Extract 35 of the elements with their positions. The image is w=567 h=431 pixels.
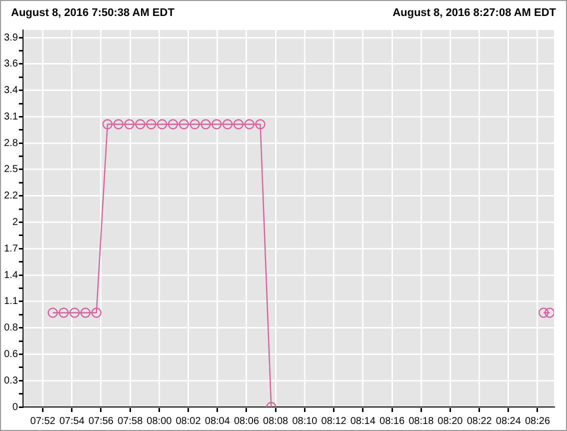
x-tick-label: 08:02 <box>176 416 202 427</box>
y-tick-label: 2.8 <box>4 138 18 149</box>
y-tick-label: 3.4 <box>4 85 18 96</box>
y-tick-label: 1.4 <box>4 270 18 281</box>
x-tick-label: 08:14 <box>350 416 376 427</box>
x-tick-label: 07:54 <box>59 416 85 427</box>
y-tick-label: 3.1 <box>4 111 18 122</box>
x-tick-label: 08:06 <box>234 416 260 427</box>
x-tick-label: 08:20 <box>438 416 464 427</box>
y-tick-label: 2.5 <box>4 164 18 176</box>
x-tick-label: 07:52 <box>30 416 56 427</box>
x-tick-label: 08:22 <box>466 416 492 427</box>
y-tick-label: 1.1 <box>4 296 18 308</box>
y-tick-label: 3.9 <box>4 32 18 44</box>
x-tick-label: 08:12 <box>321 416 347 427</box>
x-tick-label: 08:04 <box>204 416 230 427</box>
y-tick-label: 0.6 <box>4 348 18 360</box>
x-tick-label: 08:16 <box>380 416 405 427</box>
x-tick-label: 08:00 <box>146 416 172 427</box>
y-tick-label: 3.6 <box>4 58 18 70</box>
y-tick-label: 2.2 <box>4 190 18 202</box>
y-tick-label: 0.8 <box>4 322 18 334</box>
x-tick-label: 08:18 <box>408 416 434 427</box>
x-tick-label: 08:08 <box>263 416 289 427</box>
y-tick-label: 1.7 <box>4 243 18 254</box>
x-tick-label: 07:56 <box>88 416 114 427</box>
x-tick-label: 08:10 <box>292 416 318 427</box>
y-tick-label: 2 <box>12 217 18 228</box>
x-tick-label: 08:24 <box>496 416 522 427</box>
chart-title: August 8, 2016 7:50:38 AM EDT <box>11 7 174 19</box>
y-tick-label: 0.3 <box>4 375 18 386</box>
y-tick-label: 0 <box>12 402 18 413</box>
x-tick-label: 08:26 <box>524 416 550 427</box>
x-tick-label: 07:58 <box>118 416 144 427</box>
chart-subtitle: August 8, 2016 8:27:08 AM EDT <box>392 7 556 19</box>
